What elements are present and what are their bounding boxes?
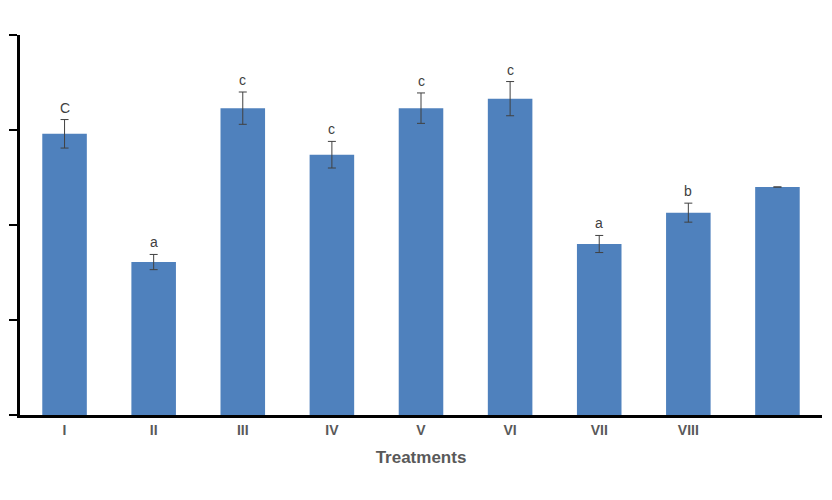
svg-text:Treatments: Treatments xyxy=(376,448,467,467)
svg-text:a: a xyxy=(150,234,158,250)
svg-text:b: b xyxy=(684,183,692,199)
svg-text:I: I xyxy=(63,422,67,438)
svg-text:II: II xyxy=(150,422,158,438)
svg-text:V: V xyxy=(416,422,426,438)
svg-text:c: c xyxy=(328,121,335,137)
svg-text:c: c xyxy=(239,72,246,88)
svg-text:VI: VI xyxy=(503,422,516,438)
svg-text:a: a xyxy=(595,215,603,231)
svg-text:c: c xyxy=(418,73,425,89)
svg-text:IV: IV xyxy=(325,422,339,438)
svg-text:III: III xyxy=(237,422,249,438)
svg-text:c: c xyxy=(507,62,514,78)
svg-text:C: C xyxy=(60,100,70,116)
svg-text:VIII: VIII xyxy=(678,422,699,438)
svg-text:VII: VII xyxy=(591,422,608,438)
